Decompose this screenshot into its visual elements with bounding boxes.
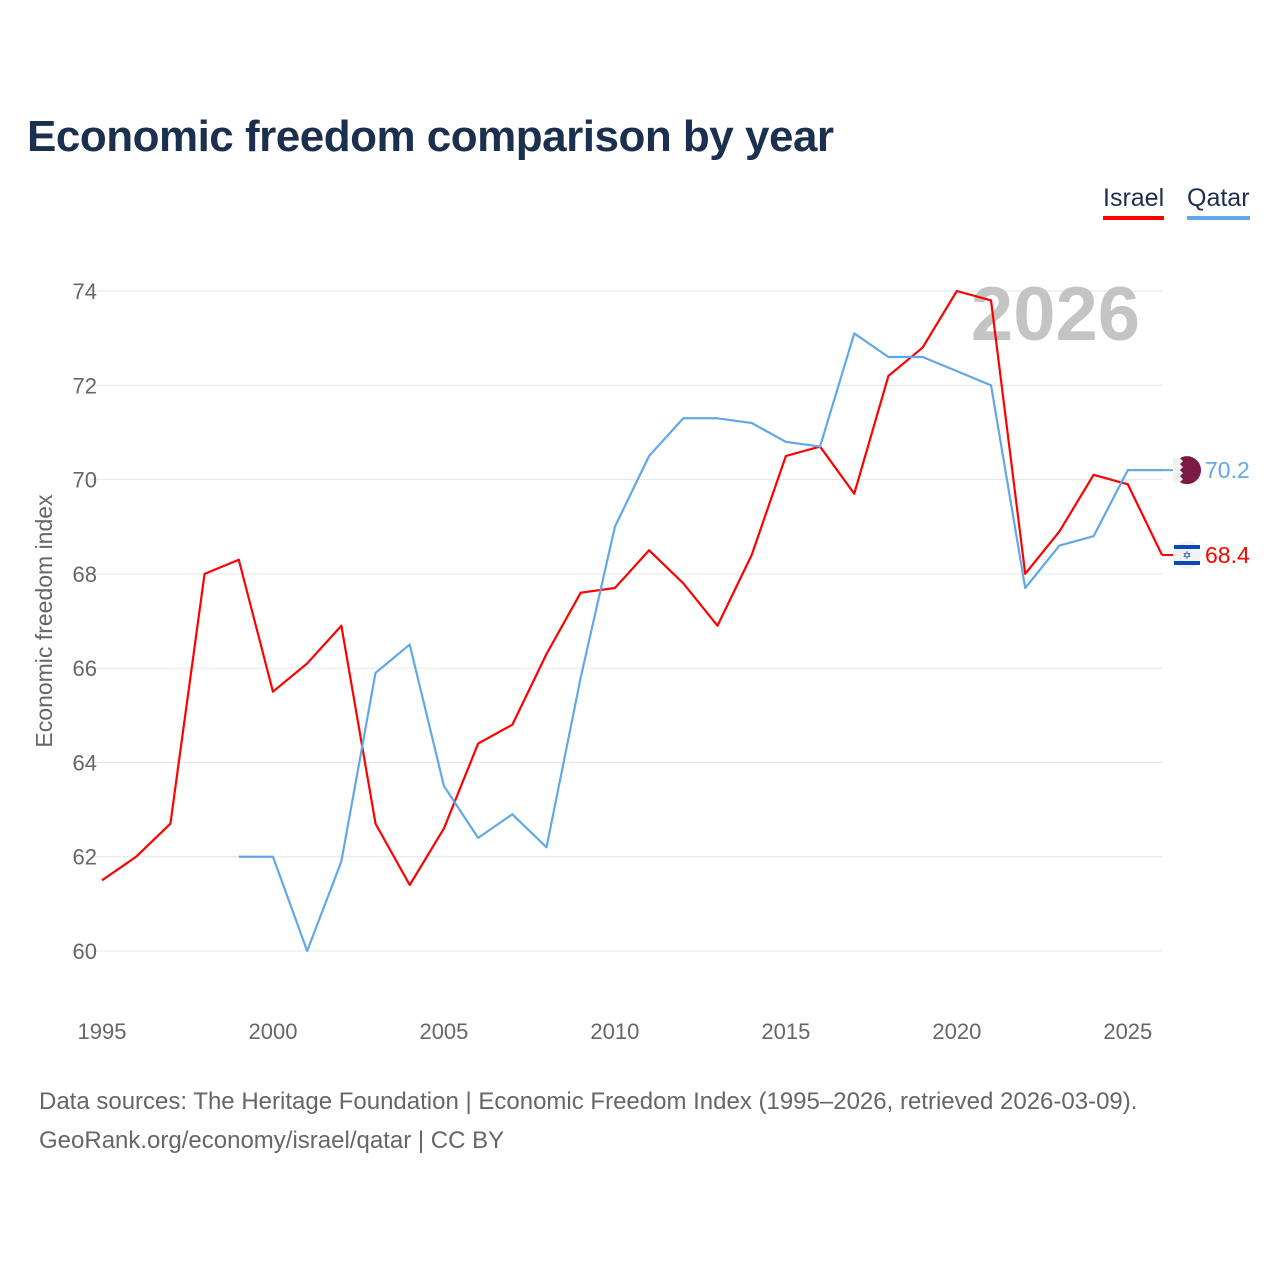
data-point-israel <box>579 591 583 595</box>
data-point-israel <box>305 661 309 665</box>
data-point-israel <box>852 492 856 496</box>
star-of-david: ✡ <box>1182 549 1191 562</box>
data-point-israel <box>476 742 480 746</box>
legend-qatar[interactable]: Qatar <box>1187 184 1250 220</box>
data-point-israel <box>134 855 138 859</box>
flag-stripe <box>1174 561 1200 565</box>
data-point-qatar <box>647 454 651 458</box>
y-tick-label: 70 <box>73 468 97 493</box>
data-point-israel <box>613 586 617 590</box>
data-point-qatar <box>852 331 856 335</box>
x-tick-label: 2015 <box>761 1019 810 1044</box>
data-point-israel <box>1092 473 1096 477</box>
y-tick-label: 72 <box>73 373 97 398</box>
data-point-qatar <box>1092 534 1096 538</box>
y-tick-label: 60 <box>73 939 97 964</box>
data-point-qatar <box>271 855 275 859</box>
data-point-israel <box>886 374 890 378</box>
data-point-israel <box>784 454 788 458</box>
data-point-qatar <box>989 383 993 387</box>
series-line-qatar <box>238 332 1162 953</box>
year-watermark: 2026 <box>971 272 1140 357</box>
data-point-qatar <box>613 525 617 529</box>
x-tick-label: 2010 <box>590 1019 639 1044</box>
data-point-qatar <box>442 784 446 788</box>
data-point-qatar <box>579 676 583 680</box>
y-tick-label: 68 <box>73 562 97 587</box>
data-point-israel <box>374 822 378 826</box>
data-point-qatar <box>955 369 959 373</box>
data-point-israel <box>408 883 412 887</box>
data-point-israel <box>203 572 207 576</box>
x-tick-label: 1995 <box>78 1019 127 1044</box>
data-point-israel <box>168 822 172 826</box>
data-point-israel <box>647 548 651 552</box>
source-link[interactable]: GeoRank.org/economy/israel/qatar | CC BY <box>39 1127 505 1154</box>
x-tick-label: 2000 <box>248 1019 297 1044</box>
data-point-qatar <box>818 445 822 449</box>
data-point-qatar <box>715 416 719 420</box>
end-value-label: 70.2 <box>1205 457 1250 483</box>
data-point-qatar <box>510 812 514 816</box>
data-point-qatar <box>1057 544 1061 548</box>
data-point-israel <box>715 624 719 628</box>
x-tick-label: 2025 <box>1103 1019 1152 1044</box>
y-tick-label: 64 <box>73 750 97 775</box>
data-point-qatar <box>750 421 754 425</box>
data-point-qatar <box>476 836 480 840</box>
qatar-flag-icon <box>1173 456 1201 485</box>
data-point-israel <box>1126 482 1130 486</box>
series-line-israel <box>101 289 1163 887</box>
legend-israel[interactable]: Israel <box>1103 184 1165 220</box>
data-point-israel <box>237 558 241 562</box>
data-point-qatar <box>545 845 549 849</box>
x-tick-label: 2020 <box>932 1019 981 1044</box>
israel-flag-icon: ✡ <box>1173 541 1201 569</box>
x-tick-label: 2005 <box>419 1019 468 1044</box>
data-point-qatar <box>339 859 343 863</box>
data-point-israel <box>100 878 104 882</box>
data-point-qatar <box>305 949 309 953</box>
data-point-qatar <box>784 440 788 444</box>
y-tick-label: 62 <box>73 845 97 870</box>
flag-serration <box>1173 458 1183 483</box>
data-point-israel <box>339 624 343 628</box>
data-point-qatar <box>408 643 412 647</box>
data-point-israel <box>750 553 754 557</box>
data-point-israel <box>1057 529 1061 533</box>
y-tick-label: 74 <box>73 279 97 304</box>
data-point-israel <box>545 652 549 656</box>
data-point-qatar <box>374 671 378 675</box>
data-point-israel <box>921 346 925 350</box>
y-axis-label: Economic freedom index <box>31 494 57 748</box>
y-tick-label: 66 <box>73 656 97 681</box>
data-point-israel <box>442 826 446 830</box>
data-point-israel <box>955 289 959 293</box>
source-text: Data sources: The Heritage Foundation | … <box>39 1088 1138 1115</box>
data-point-israel <box>989 298 993 302</box>
flag-stripe <box>1174 545 1200 549</box>
chart-title: Economic freedom comparison by year <box>27 112 834 161</box>
data-point-qatar <box>886 355 890 359</box>
data-point-israel <box>510 723 514 727</box>
data-point-israel <box>681 581 685 585</box>
data-point-qatar <box>921 355 925 359</box>
data-point-qatar <box>1126 468 1130 472</box>
data-point-israel <box>271 690 275 694</box>
data-point-qatar <box>681 416 685 420</box>
data-point-qatar <box>1023 586 1027 590</box>
data-point-qatar <box>237 855 241 859</box>
end-value-label: 68.4 <box>1205 542 1250 568</box>
